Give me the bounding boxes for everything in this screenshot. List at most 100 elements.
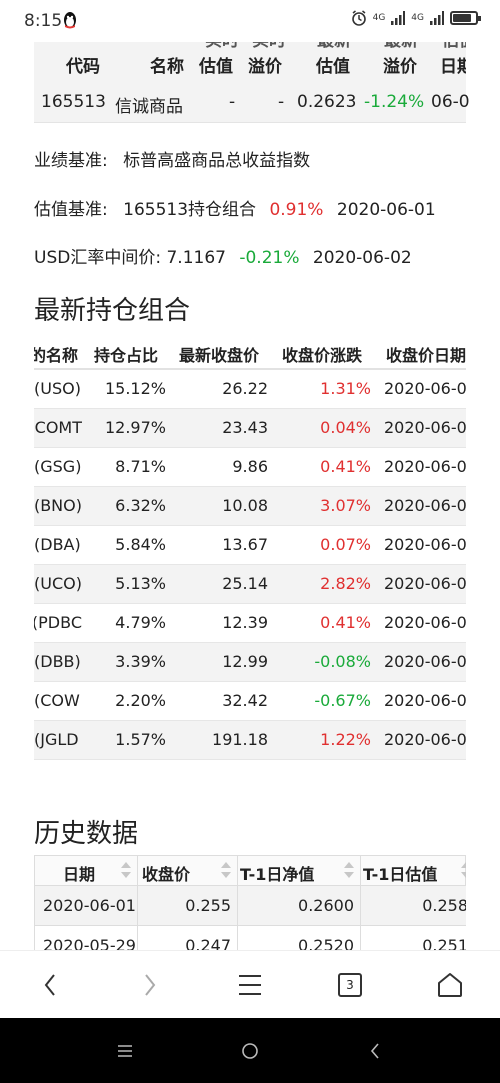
history-est: 0.251 bbox=[422, 936, 466, 950]
home-icon bbox=[438, 973, 462, 997]
holding-row[interactable]: PDBC) 4.79% 12.39 0.41% 2020-06-0 bbox=[34, 604, 466, 643]
history-col-date[interactable]: 日期 bbox=[35, 856, 138, 885]
benchmark-label: 业绩基准: bbox=[34, 151, 108, 171]
holding-close: 13.67 bbox=[222, 535, 268, 554]
holding-close: 26.22 bbox=[222, 379, 268, 398]
holding-change: -0.67% bbox=[314, 691, 371, 710]
valuation-pct: 0.91% bbox=[269, 200, 324, 220]
triangle-back-icon bbox=[370, 1043, 379, 1059]
holding-weight: 2.20% bbox=[115, 691, 166, 710]
history-col-est[interactable]: T-1日估值 bbox=[361, 856, 466, 885]
holding-row[interactable]: (BNO) 6.32% 10.08 3.07% 2020-06-0 bbox=[34, 487, 466, 526]
fx-date: 2020-06-02 bbox=[312, 248, 412, 268]
holding-change: 3.07% bbox=[320, 496, 371, 515]
header-name[interactable]: 名称 bbox=[150, 57, 184, 77]
holding-date: 2020-06-0 bbox=[384, 379, 466, 398]
sort-icon[interactable] bbox=[221, 862, 231, 880]
holding-date: 2020-06-0 bbox=[384, 730, 466, 749]
holdings-header-weight[interactable]: 持仓占比 bbox=[94, 346, 159, 365]
menu-icon bbox=[239, 975, 261, 995]
history-row[interactable]: 2020-06-01 0.255 0.2600 0.258 bbox=[34, 886, 466, 926]
holding-row[interactable]: JGLD) 1.57% 191.18 1.22% 2020-06-0 bbox=[34, 721, 466, 760]
fund-code: 165513 bbox=[41, 92, 106, 112]
tabs-button[interactable]: 3 bbox=[330, 965, 370, 1005]
fund-name[interactable]: 信诚商品 bbox=[115, 97, 183, 117]
history-nav: 0.2600 bbox=[298, 896, 354, 915]
holdings-header-name[interactable]: 的名称 bbox=[34, 346, 79, 365]
holding-row[interactable]: COMT) 12.97% 23.43 0.04% 2020-06-0 bbox=[34, 409, 466, 448]
qq-penguin-icon bbox=[64, 12, 76, 29]
signal-bars-icon bbox=[391, 11, 406, 25]
holding-row[interactable]: (USO) 15.12% 26.22 1.31% 2020-06-0 bbox=[34, 370, 466, 409]
holding-date: 2020-06-0 bbox=[384, 535, 466, 554]
header-date[interactable]: 日期 bbox=[440, 57, 466, 77]
chevron-right-icon bbox=[145, 974, 156, 996]
holding-row[interactable]: (GSG) 8.71% 9.86 0.41% 2020-06-0 bbox=[34, 448, 466, 487]
history-cell: 0.255 bbox=[138, 886, 238, 925]
holding-weight: 4.79% bbox=[115, 613, 166, 632]
holdings-header-date[interactable]: 收盘价日期 bbox=[386, 346, 466, 365]
holding-row[interactable]: COW) 2.20% 32.42 -0.67% 2020-06-0 bbox=[34, 682, 466, 721]
history-cell: 0.251 bbox=[361, 926, 466, 950]
tabs-icon: 3 bbox=[338, 973, 362, 997]
history-cell: 0.2520 bbox=[238, 926, 361, 950]
header-value-premium[interactable]: 溢价 bbox=[383, 57, 417, 77]
holding-date: 2020-06-0 bbox=[384, 457, 466, 476]
home-button[interactable] bbox=[430, 965, 470, 1005]
history-row[interactable]: 2020-05-29 0.247 0.2520 0.251 bbox=[34, 926, 466, 950]
recents-icon bbox=[118, 1045, 132, 1057]
tab-count: 3 bbox=[346, 978, 354, 992]
signal-bars-icon bbox=[430, 11, 444, 25]
header-code[interactable]: 代码 bbox=[66, 57, 100, 77]
holdings-header-close[interactable]: 最新收盘价 bbox=[179, 346, 260, 365]
sort-icon[interactable] bbox=[461, 862, 466, 880]
holdings-header: 的名称 持仓占比 最新收盘价 收盘价涨跌 收盘价日期 bbox=[34, 338, 466, 370]
history-header-est: T-1日估值 bbox=[363, 865, 438, 884]
valuation-line: 估值基准: 165513持仓组合 0.91% 2020-06-01 bbox=[34, 195, 436, 220]
header-premium[interactable]: 溢价 bbox=[248, 57, 282, 77]
signal-label-1: 4G bbox=[372, 13, 386, 23]
holding-date: 2020-06-0 bbox=[384, 496, 466, 515]
battery-icon bbox=[450, 11, 481, 25]
holding-change: 0.07% bbox=[320, 535, 371, 554]
header-est[interactable]: 估值 bbox=[199, 57, 233, 77]
holding-close: 10.08 bbox=[222, 496, 268, 515]
history-nav: 0.2520 bbox=[298, 936, 354, 950]
fund-summary-row[interactable]: 165513 信诚商品 - - 0.2623 -1.24% 06-0 bbox=[34, 83, 470, 123]
holding-close: 191.18 bbox=[212, 730, 268, 749]
history-body: 2020-06-01 0.255 0.2600 0.258 2020-05-29 0.24… bbox=[34, 886, 466, 950]
fund-value-premium: -1.24% bbox=[364, 92, 425, 112]
status-bar: 8:15 4G 4G bbox=[0, 0, 500, 42]
holding-row[interactable]: (DBB) 3.39% 12.99 -0.08% 2020-06-0 bbox=[34, 643, 466, 682]
chevron-left-icon bbox=[44, 974, 55, 996]
sort-icon[interactable] bbox=[121, 862, 131, 880]
holding-row[interactable]: (UCO) 5.13% 25.14 2.82% 2020-06-0 bbox=[34, 565, 466, 604]
circle-home-icon bbox=[242, 1043, 258, 1059]
history-col-close[interactable]: 收盘价 bbox=[138, 856, 238, 885]
menu-button[interactable] bbox=[230, 965, 270, 1005]
valuation-label: 估值基准: bbox=[34, 200, 108, 220]
holding-name: COW) bbox=[34, 691, 80, 710]
benchmark-value: 标普高盛商品总收益指数 bbox=[123, 151, 311, 171]
forward-button[interactable] bbox=[130, 965, 170, 1005]
holding-change: 0.04% bbox=[320, 418, 371, 437]
holding-name: (USO) bbox=[34, 379, 81, 398]
back-nav-button[interactable] bbox=[360, 1036, 390, 1066]
holding-date: 2020-06-0 bbox=[384, 691, 466, 710]
holding-weight: 5.13% bbox=[115, 574, 166, 593]
signal-label-2: 4G bbox=[411, 13, 424, 23]
recents-button[interactable] bbox=[110, 1036, 140, 1066]
home-nav-button[interactable] bbox=[235, 1036, 265, 1066]
history-close: 0.255 bbox=[185, 896, 231, 915]
fx-line: USD汇率中间价: 7.1167 -0.21% 2020-06-02 bbox=[34, 243, 412, 268]
holdings-header-change[interactable]: 收盘价涨跌 bbox=[282, 346, 363, 365]
sort-icon[interactable] bbox=[344, 862, 354, 880]
back-button[interactable] bbox=[30, 965, 70, 1005]
system-nav-bar bbox=[0, 1018, 500, 1083]
history-col-nav[interactable]: T-1日净值 bbox=[238, 856, 361, 885]
header-value[interactable]: 估值 bbox=[316, 57, 350, 77]
holding-name: PDBC) bbox=[34, 613, 82, 632]
holding-row[interactable]: (DBA) 5.84% 13.67 0.07% 2020-06-0 bbox=[34, 526, 466, 565]
holding-close: 32.42 bbox=[222, 691, 268, 710]
history-header-date: 日期 bbox=[63, 865, 96, 884]
